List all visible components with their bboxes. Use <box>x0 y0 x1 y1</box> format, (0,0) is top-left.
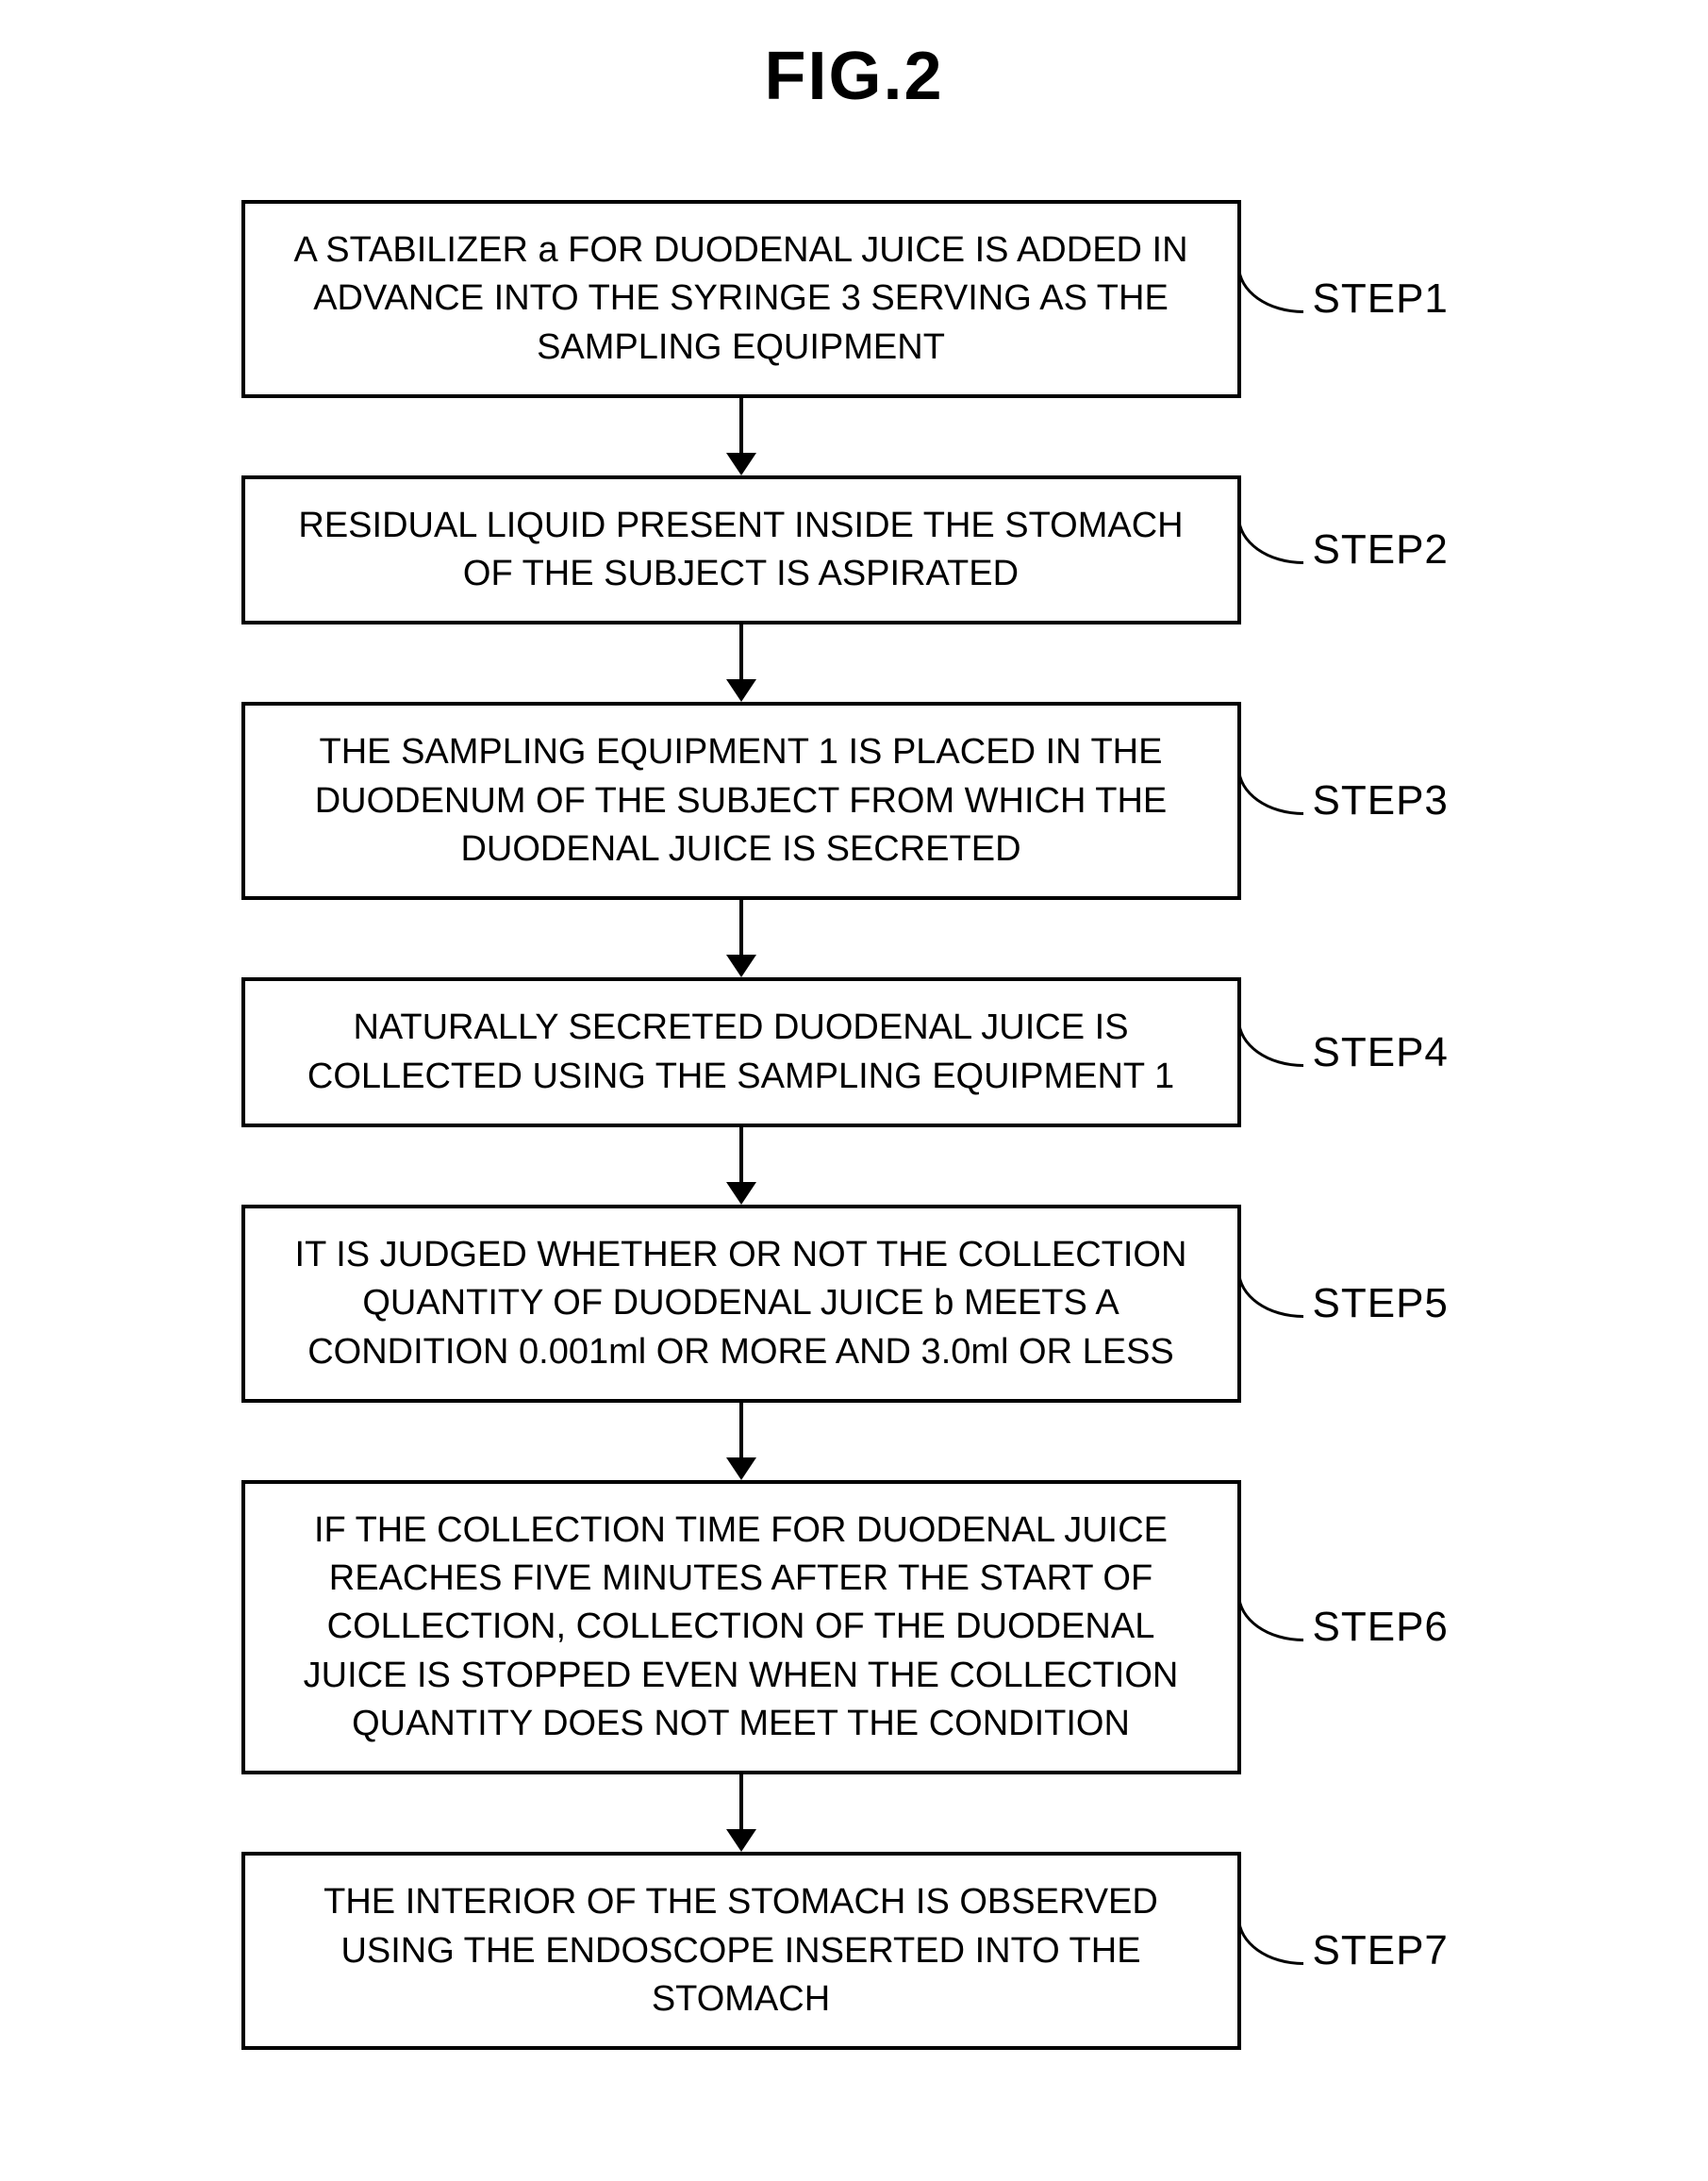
curve-connector-icon <box>1237 508 1303 564</box>
step-box-5: IT IS JUDGED WHETHER OR NOT THE COLLECTI… <box>241 1205 1241 1403</box>
step-row: RESIDUAL LIQUID PRESENT INSIDE THE STOMA… <box>241 475 1562 625</box>
step-label-2: STEP2 <box>1313 526 1449 574</box>
step-box-2: RESIDUAL LIQUID PRESENT INSIDE THE STOMA… <box>241 475 1241 625</box>
curve-connector-icon <box>1237 1908 1303 1965</box>
arrow-down-icon <box>241 1774 1241 1852</box>
connector: STEP6 <box>1241 1604 1449 1651</box>
step-box-6: IF THE COLLECTION TIME FOR DUODENAL JUIC… <box>241 1480 1241 1774</box>
curve-connector-icon <box>1237 1010 1303 1067</box>
connector: STEP2 <box>1241 526 1449 574</box>
step-label-4: STEP4 <box>1313 1029 1449 1076</box>
connector: STEP1 <box>1241 275 1449 323</box>
arrow-down-icon <box>241 1127 1241 1205</box>
step-label-5: STEP5 <box>1313 1280 1449 1327</box>
step-label-3: STEP3 <box>1313 777 1449 824</box>
step-row: THE SAMPLING EQUIPMENT 1 IS PLACED IN TH… <box>241 702 1562 900</box>
curve-connector-icon <box>1237 1261 1303 1318</box>
curve-connector-icon <box>1237 758 1303 815</box>
connector: STEP3 <box>1241 777 1449 824</box>
step-row: THE INTERIOR OF THE STOMACH IS OBSERVED … <box>241 1852 1562 2050</box>
step-box-4: NATURALLY SECRETED DUODENAL JUICE IS COL… <box>241 977 1241 1127</box>
step-row: A STABILIZER a FOR DUODENAL JUICE IS ADD… <box>241 200 1562 398</box>
connector: STEP4 <box>1241 1029 1449 1076</box>
step-label-1: STEP1 <box>1313 275 1449 323</box>
arrow-down-icon <box>241 1403 1241 1480</box>
curve-connector-icon <box>1237 1585 1303 1641</box>
step-box-3: THE SAMPLING EQUIPMENT 1 IS PLACED IN TH… <box>241 702 1241 900</box>
step-box-1: A STABILIZER a FOR DUODENAL JUICE IS ADD… <box>241 200 1241 398</box>
arrow-down-icon <box>241 398 1241 475</box>
step-row: IF THE COLLECTION TIME FOR DUODENAL JUIC… <box>241 1480 1562 1774</box>
step-row: IT IS JUDGED WHETHER OR NOT THE COLLECTI… <box>241 1205 1562 1403</box>
step-label-7: STEP7 <box>1313 1927 1449 1974</box>
step-box-7: THE INTERIOR OF THE STOMACH IS OBSERVED … <box>241 1852 1241 2050</box>
step-row: NATURALLY SECRETED DUODENAL JUICE IS COL… <box>241 977 1562 1127</box>
curve-connector-icon <box>1237 257 1303 313</box>
flowchart-container: A STABILIZER a FOR DUODENAL JUICE IS ADD… <box>147 200 1562 2050</box>
connector: STEP5 <box>1241 1280 1449 1327</box>
arrow-down-icon <box>241 624 1241 702</box>
arrow-down-icon <box>241 900 1241 977</box>
figure-title: FIG.2 <box>0 38 1708 115</box>
connector: STEP7 <box>1241 1927 1449 1974</box>
step-label-6: STEP6 <box>1313 1604 1449 1651</box>
